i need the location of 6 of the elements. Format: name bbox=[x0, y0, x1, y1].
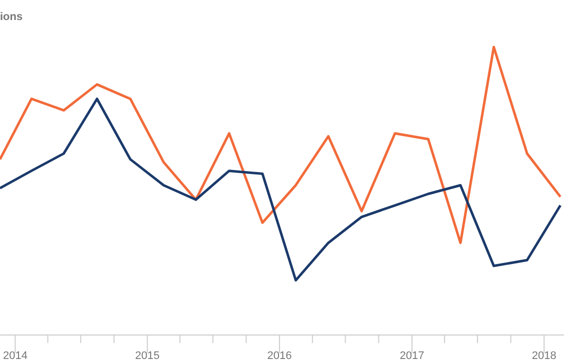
x-tick-label: 2015 bbox=[135, 350, 160, 362]
chart-title: ions bbox=[0, 11, 23, 23]
x-tick-label: 2016 bbox=[267, 350, 292, 362]
x-tick-label: 2014 bbox=[2, 350, 28, 362]
x-tick-label: 2018 bbox=[532, 350, 556, 362]
x-tick-label: 2017 bbox=[400, 350, 424, 362]
